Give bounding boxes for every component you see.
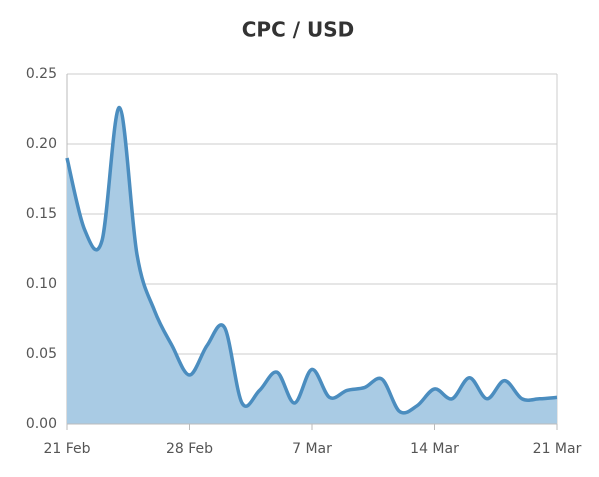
y-tick-label: 0.05	[26, 346, 57, 362]
y-tick-label: 0.20	[26, 136, 57, 152]
area	[67, 107, 557, 424]
x-tick-label: 7 Mar	[292, 441, 332, 457]
y-tick-label: 0.15	[26, 206, 57, 222]
x-tick-label: 21 Mar	[533, 441, 582, 457]
y-tick-label: 0.10	[26, 276, 57, 292]
x-tick-label: 28 Feb	[166, 441, 213, 457]
chart-title: CPC / USD	[242, 18, 355, 42]
line	[65, 105, 558, 415]
y-tick-label: 0.25	[26, 66, 57, 82]
x-tick-label: 14 Mar	[410, 441, 459, 457]
y-tick-label: 0.00	[26, 416, 57, 432]
x-tick-label: 21 Feb	[43, 441, 90, 457]
